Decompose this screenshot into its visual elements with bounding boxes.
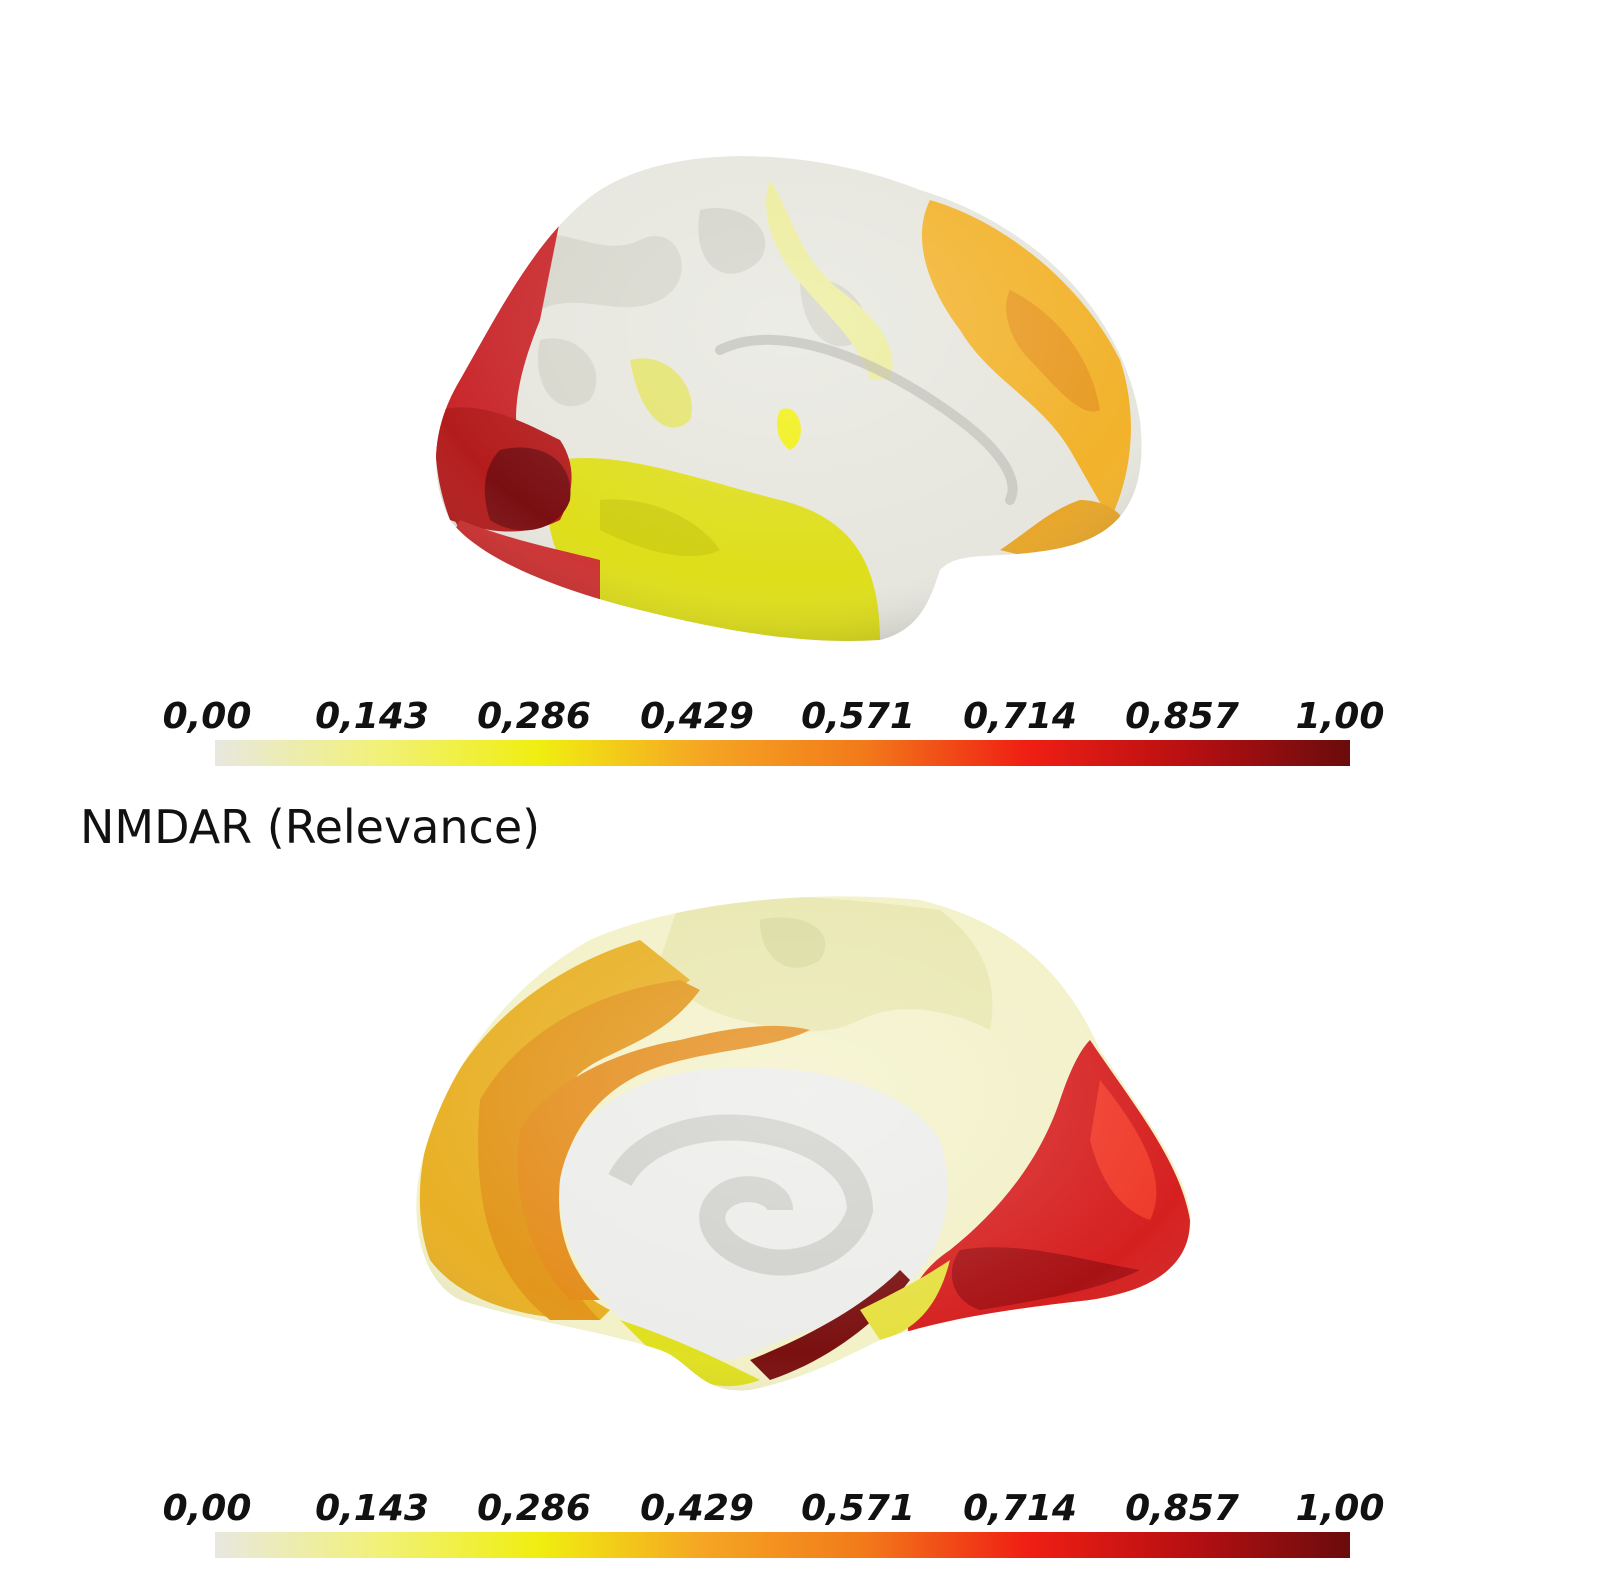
medial-brain-view xyxy=(0,880,1600,1440)
colorbar-top-ticks: 0,00 0,143 0,286 0,429 0,571 0,714 0,857… xyxy=(160,696,1400,740)
lateral-brain-view xyxy=(0,120,1600,680)
tick-label: 0,857 xyxy=(1125,1488,1239,1529)
colorbar-gradient xyxy=(215,1532,1350,1558)
tick-label: 0,429 xyxy=(640,1488,754,1529)
tick-label: 0,571 xyxy=(801,1488,915,1529)
tick-label: 1,00 xyxy=(1295,696,1385,737)
tick-label: 0,00 xyxy=(162,696,252,737)
figure-title: NMDAR (Relevance) xyxy=(80,800,541,854)
tick-label: 0,571 xyxy=(801,696,915,737)
tick-label: 0,143 xyxy=(315,1488,429,1529)
tick-label: 0,429 xyxy=(640,696,754,737)
colorbar-bottom: 0,00 0,143 0,286 0,429 0,571 0,714 0,857… xyxy=(160,1488,1400,1568)
tick-label: 0,714 xyxy=(963,696,1077,737)
colorbar-top: 0,00 0,143 0,286 0,429 0,571 0,714 0,857… xyxy=(160,696,1400,776)
tick-label: 0,857 xyxy=(1125,696,1239,737)
tick-label: 1,00 xyxy=(1295,1488,1385,1529)
tick-label: 0,00 xyxy=(162,1488,252,1529)
tick-label: 0,143 xyxy=(315,696,429,737)
colorbar-gradient xyxy=(215,740,1350,766)
tick-label: 0,286 xyxy=(477,696,591,737)
colorbar-bottom-ticks: 0,00 0,143 0,286 0,429 0,571 0,714 0,857… xyxy=(160,1488,1400,1532)
tick-label: 0,714 xyxy=(963,1488,1077,1529)
tick-label: 0,286 xyxy=(477,1488,591,1529)
